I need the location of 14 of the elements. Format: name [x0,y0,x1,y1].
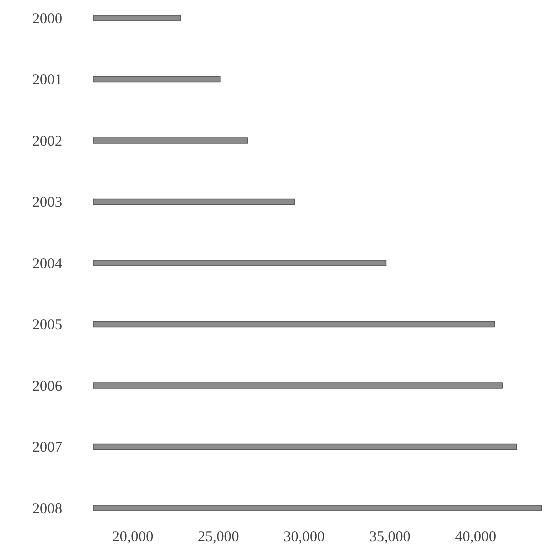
y-tick-label: 2002 [32,134,62,150]
y-tick-label: 2004 [32,256,63,272]
y-tick-label: 2005 [32,318,62,334]
x-tick-label: 20,000 [112,530,154,546]
y-tick-label: 2000 [32,11,62,28]
x-tick-label: 25,000 [198,530,240,546]
y-tick-label: 2003 [32,195,62,212]
y-tick-label: 2001 [32,72,62,89]
y-tick-label: 2006 [32,378,63,395]
y-tick-label: 2007 [32,440,63,456]
x-tick-label: 35,000 [370,530,411,546]
x-tick-label: 40,000 [455,530,497,546]
x-tick-label: 30,000 [284,530,326,546]
y-tick-label: 2008 [32,501,62,518]
